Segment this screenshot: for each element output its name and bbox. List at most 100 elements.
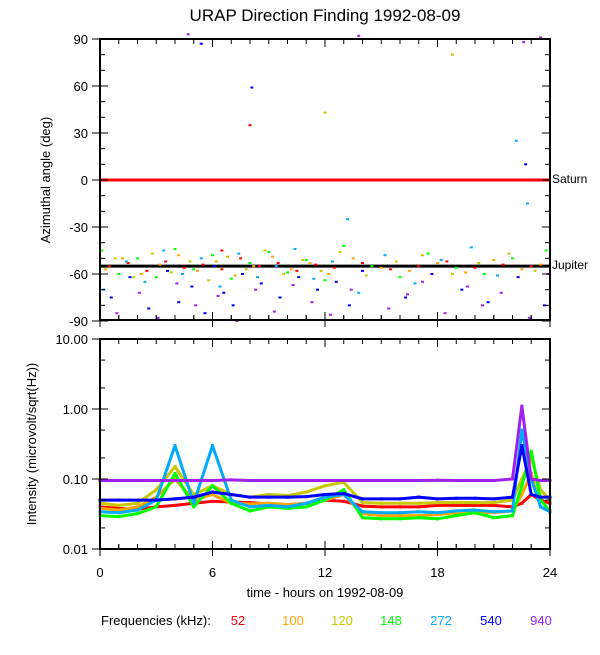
intensity-point-148khz [304, 505, 308, 509]
azimuth-point-148khz [511, 257, 514, 260]
saturn-label: Saturn [552, 172, 587, 186]
intensity-point-100khz [136, 505, 139, 509]
azimuth-point-940khz [357, 34, 361, 37]
azimuth-point-540khz [542, 304, 546, 307]
intensity-point-272khz [436, 511, 439, 515]
azimuth-point-540khz [241, 273, 244, 275]
intensity-point-100khz [173, 477, 177, 481]
intensity-point-120khz [379, 501, 383, 505]
azimuth-point-120khz [364, 274, 368, 277]
intensity-point-940khz [248, 479, 252, 483]
azimuth-point-148khz [370, 265, 374, 268]
intensity-point-120khz [454, 501, 458, 505]
intensity-point-540khz [286, 495, 289, 499]
intensity-point-272khz [379, 511, 383, 515]
intensity-plot-frame [99, 338, 551, 550]
azimuth-point-272khz [383, 254, 387, 257]
azimuth-point-120khz [226, 255, 229, 258]
azimuth-point-148khz [398, 276, 402, 279]
intensity-point-100khz [286, 503, 289, 507]
azimuth-point-52khz [314, 263, 318, 266]
azimuth-point-120khz [323, 111, 327, 114]
intensity-point-540khz [342, 492, 346, 496]
azimuth-point-148khz [154, 276, 158, 279]
azimuth-point-120khz [421, 254, 424, 257]
azimuth-point-148khz [482, 273, 486, 275]
intensity-point-148khz [539, 498, 543, 502]
azimuth-point-540khz [524, 163, 528, 166]
intensity-point-148khz [154, 505, 158, 509]
time-tick-label: 24 [543, 565, 557, 580]
intensity-point-120khz [436, 501, 439, 505]
azimuth-point-148khz [117, 273, 121, 275]
intensity-point-100khz [117, 508, 121, 512]
azimuth-point-120khz [507, 252, 511, 255]
intensity-point-148khz [436, 517, 439, 521]
intensity-point-52khz [473, 503, 477, 507]
intensity-point-120khz [342, 480, 346, 484]
azimuth-point-540khz [109, 296, 113, 299]
intensity-point-100khz [417, 514, 421, 518]
intensity-point-52khz [361, 504, 364, 508]
intensity-point-148khz [379, 517, 383, 521]
intensity-point-540khz [267, 495, 271, 499]
intensity-point-540khz [454, 496, 458, 500]
azimuth-point-120khz [338, 251, 342, 254]
azimuth-point-540khz [347, 304, 351, 307]
azimuth-point-148khz [100, 249, 104, 252]
azimuth-point-540khz [222, 291, 226, 294]
azimuth-point-120khz [451, 53, 454, 56]
azimuth-point-272khz [293, 247, 297, 250]
intensity-point-120khz [473, 501, 477, 505]
intensity-point-52khz [520, 501, 524, 505]
azimuth-point-100khz [252, 265, 256, 268]
intensity-point-148khz [211, 484, 214, 488]
intensity-point-148khz [398, 517, 402, 521]
azimuth-point-272khz [143, 280, 147, 283]
azimuth-point-272khz [331, 260, 334, 263]
azimuth-point-940khz [175, 282, 179, 285]
legend-entry-100khz: 100 [282, 613, 304, 628]
azimuth-point-540khz [128, 276, 132, 279]
intensity-point-540khz [520, 444, 524, 448]
intensity-point-540khz [417, 495, 421, 499]
azimuth-point-120khz [169, 271, 173, 274]
intensity-point-940khz [192, 479, 196, 483]
intensity-tick-label: 1.00 [63, 402, 88, 417]
intensity-point-940khz [520, 404, 524, 408]
intensity-point-540khz [323, 493, 327, 497]
azimuth-point-52khz [201, 263, 205, 266]
intensity-point-148khz [173, 471, 177, 475]
azimuth-point-940khz [194, 304, 198, 307]
azimuth-point-148khz [323, 279, 327, 282]
intensity-point-272khz [361, 510, 364, 514]
intensity-point-940khz [154, 479, 158, 483]
azimuth-point-272khz [439, 258, 443, 261]
intensity-point-272khz [136, 508, 139, 512]
intensity-point-120khz [304, 490, 308, 494]
azimuth-point-100khz [177, 254, 181, 257]
intensity-point-272khz [511, 509, 514, 513]
intensity-point-940khz [511, 477, 514, 481]
intensity-point-148khz [117, 515, 121, 519]
intensity-point-52khz [398, 505, 402, 509]
azimuth-point-120khz [451, 273, 454, 275]
time-tick-label: 12 [318, 565, 332, 580]
azimuth-point-540khz [147, 307, 151, 310]
chart-title: URAP Direction Finding 1992-08-09 [190, 6, 461, 25]
intensity-point-120khz [154, 488, 158, 492]
intensity-point-100khz [267, 501, 271, 505]
azimuth-point-100khz [379, 266, 383, 269]
azimuth-point-272khz [469, 246, 473, 249]
intensity-point-272khz [192, 501, 196, 505]
intensity-point-52khz [436, 503, 439, 507]
intensity-point-272khz [211, 444, 214, 448]
azimuth-point-540khz [177, 301, 181, 304]
azimuth-point-120khz [319, 269, 323, 272]
azimuth-point-52khz [529, 265, 533, 268]
time-tick-label: 0 [96, 565, 103, 580]
azimuth-point-148khz [211, 254, 214, 257]
intensity-point-540khz [529, 493, 533, 497]
intensity-point-540khz [511, 495, 514, 499]
